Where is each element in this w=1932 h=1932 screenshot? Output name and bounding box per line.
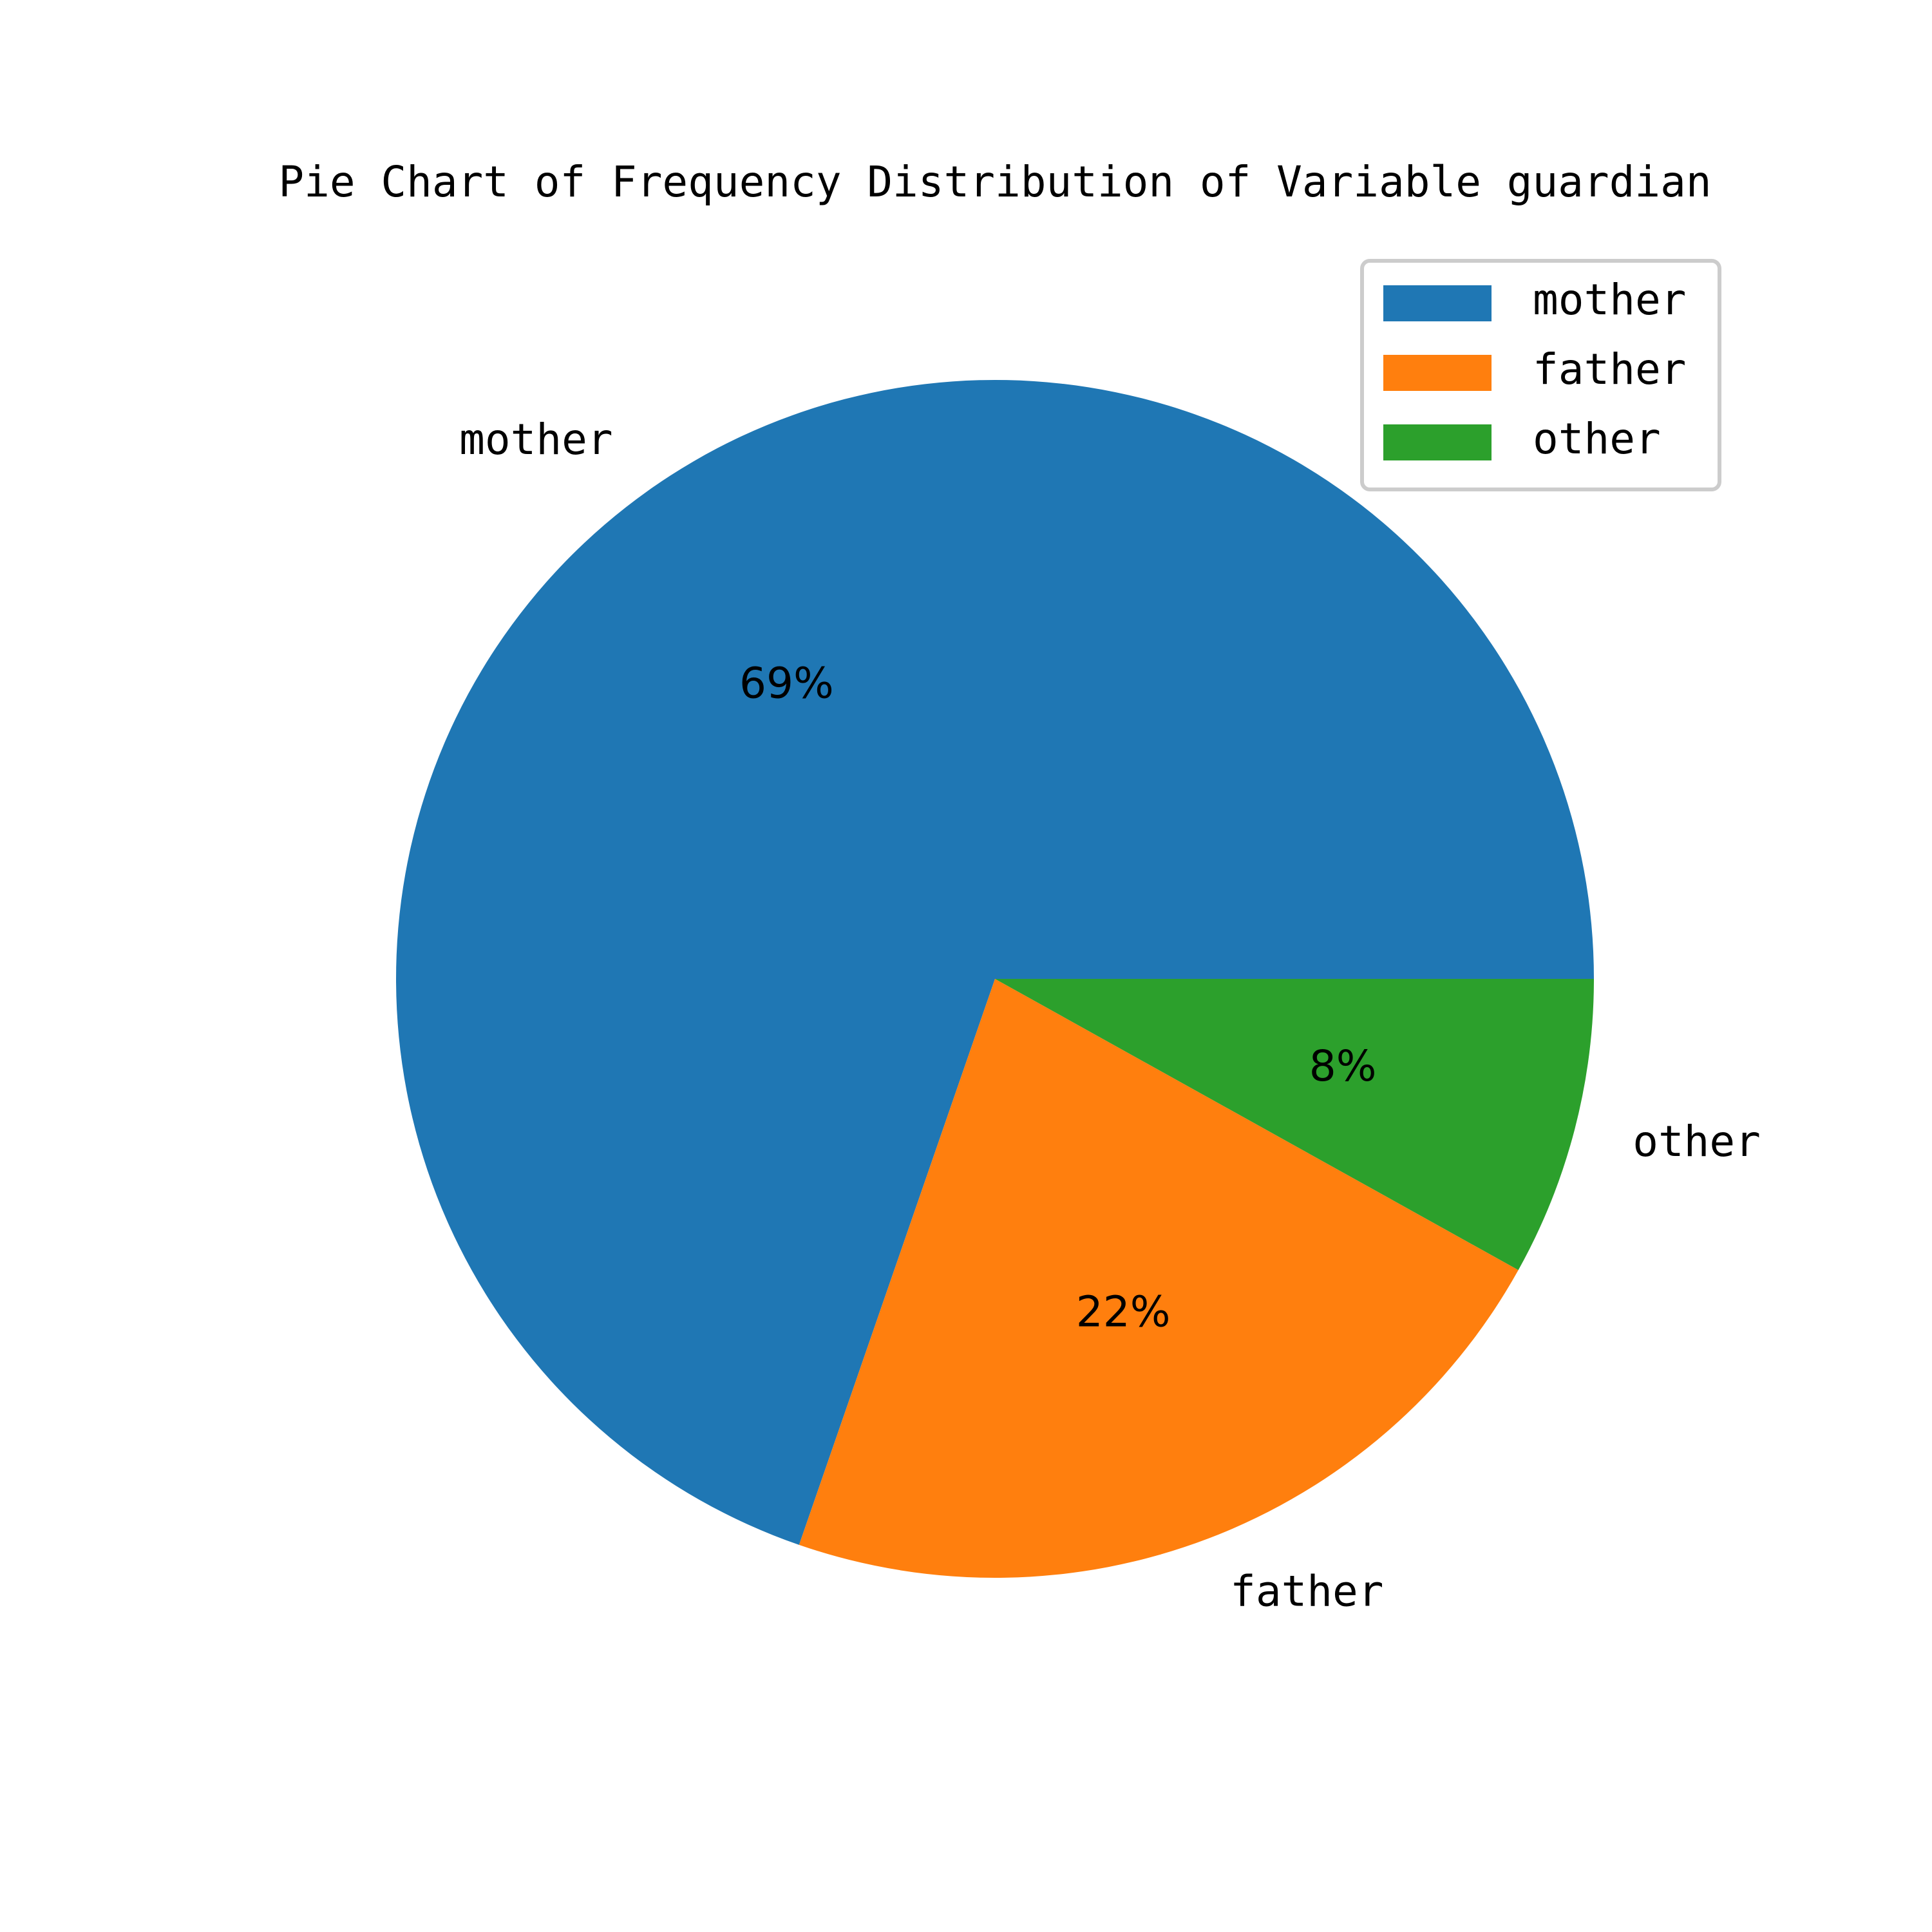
pie-slice-mother [396,380,1594,1545]
legend-swatch-father [1383,355,1492,391]
legend: mother father other [1360,259,1721,491]
slice-label-mother: mother [459,415,612,464]
pie-slice-father [799,979,1519,1578]
pie-labels: mother 69% father 22% other 8% [459,415,1761,1616]
slice-label-other: other [1633,1117,1761,1166]
legend-swatch-mother [1383,285,1492,321]
legend-label-other: other [1533,414,1661,464]
legend-label-mother: mother [1533,275,1686,325]
pie-slice-other [995,979,1594,1271]
pie-slices [396,380,1594,1578]
chart-title: Pie Chart of Frequency Distribution of V… [278,157,1711,207]
slice-percent-father: 22% [1076,1287,1171,1336]
slice-percent-mother: 69% [739,659,834,708]
slice-label-father: father [1230,1567,1383,1616]
legend-label-father: father [1533,345,1686,394]
slice-percent-other: 8% [1309,1041,1377,1091]
legend-swatch-other [1383,424,1492,460]
